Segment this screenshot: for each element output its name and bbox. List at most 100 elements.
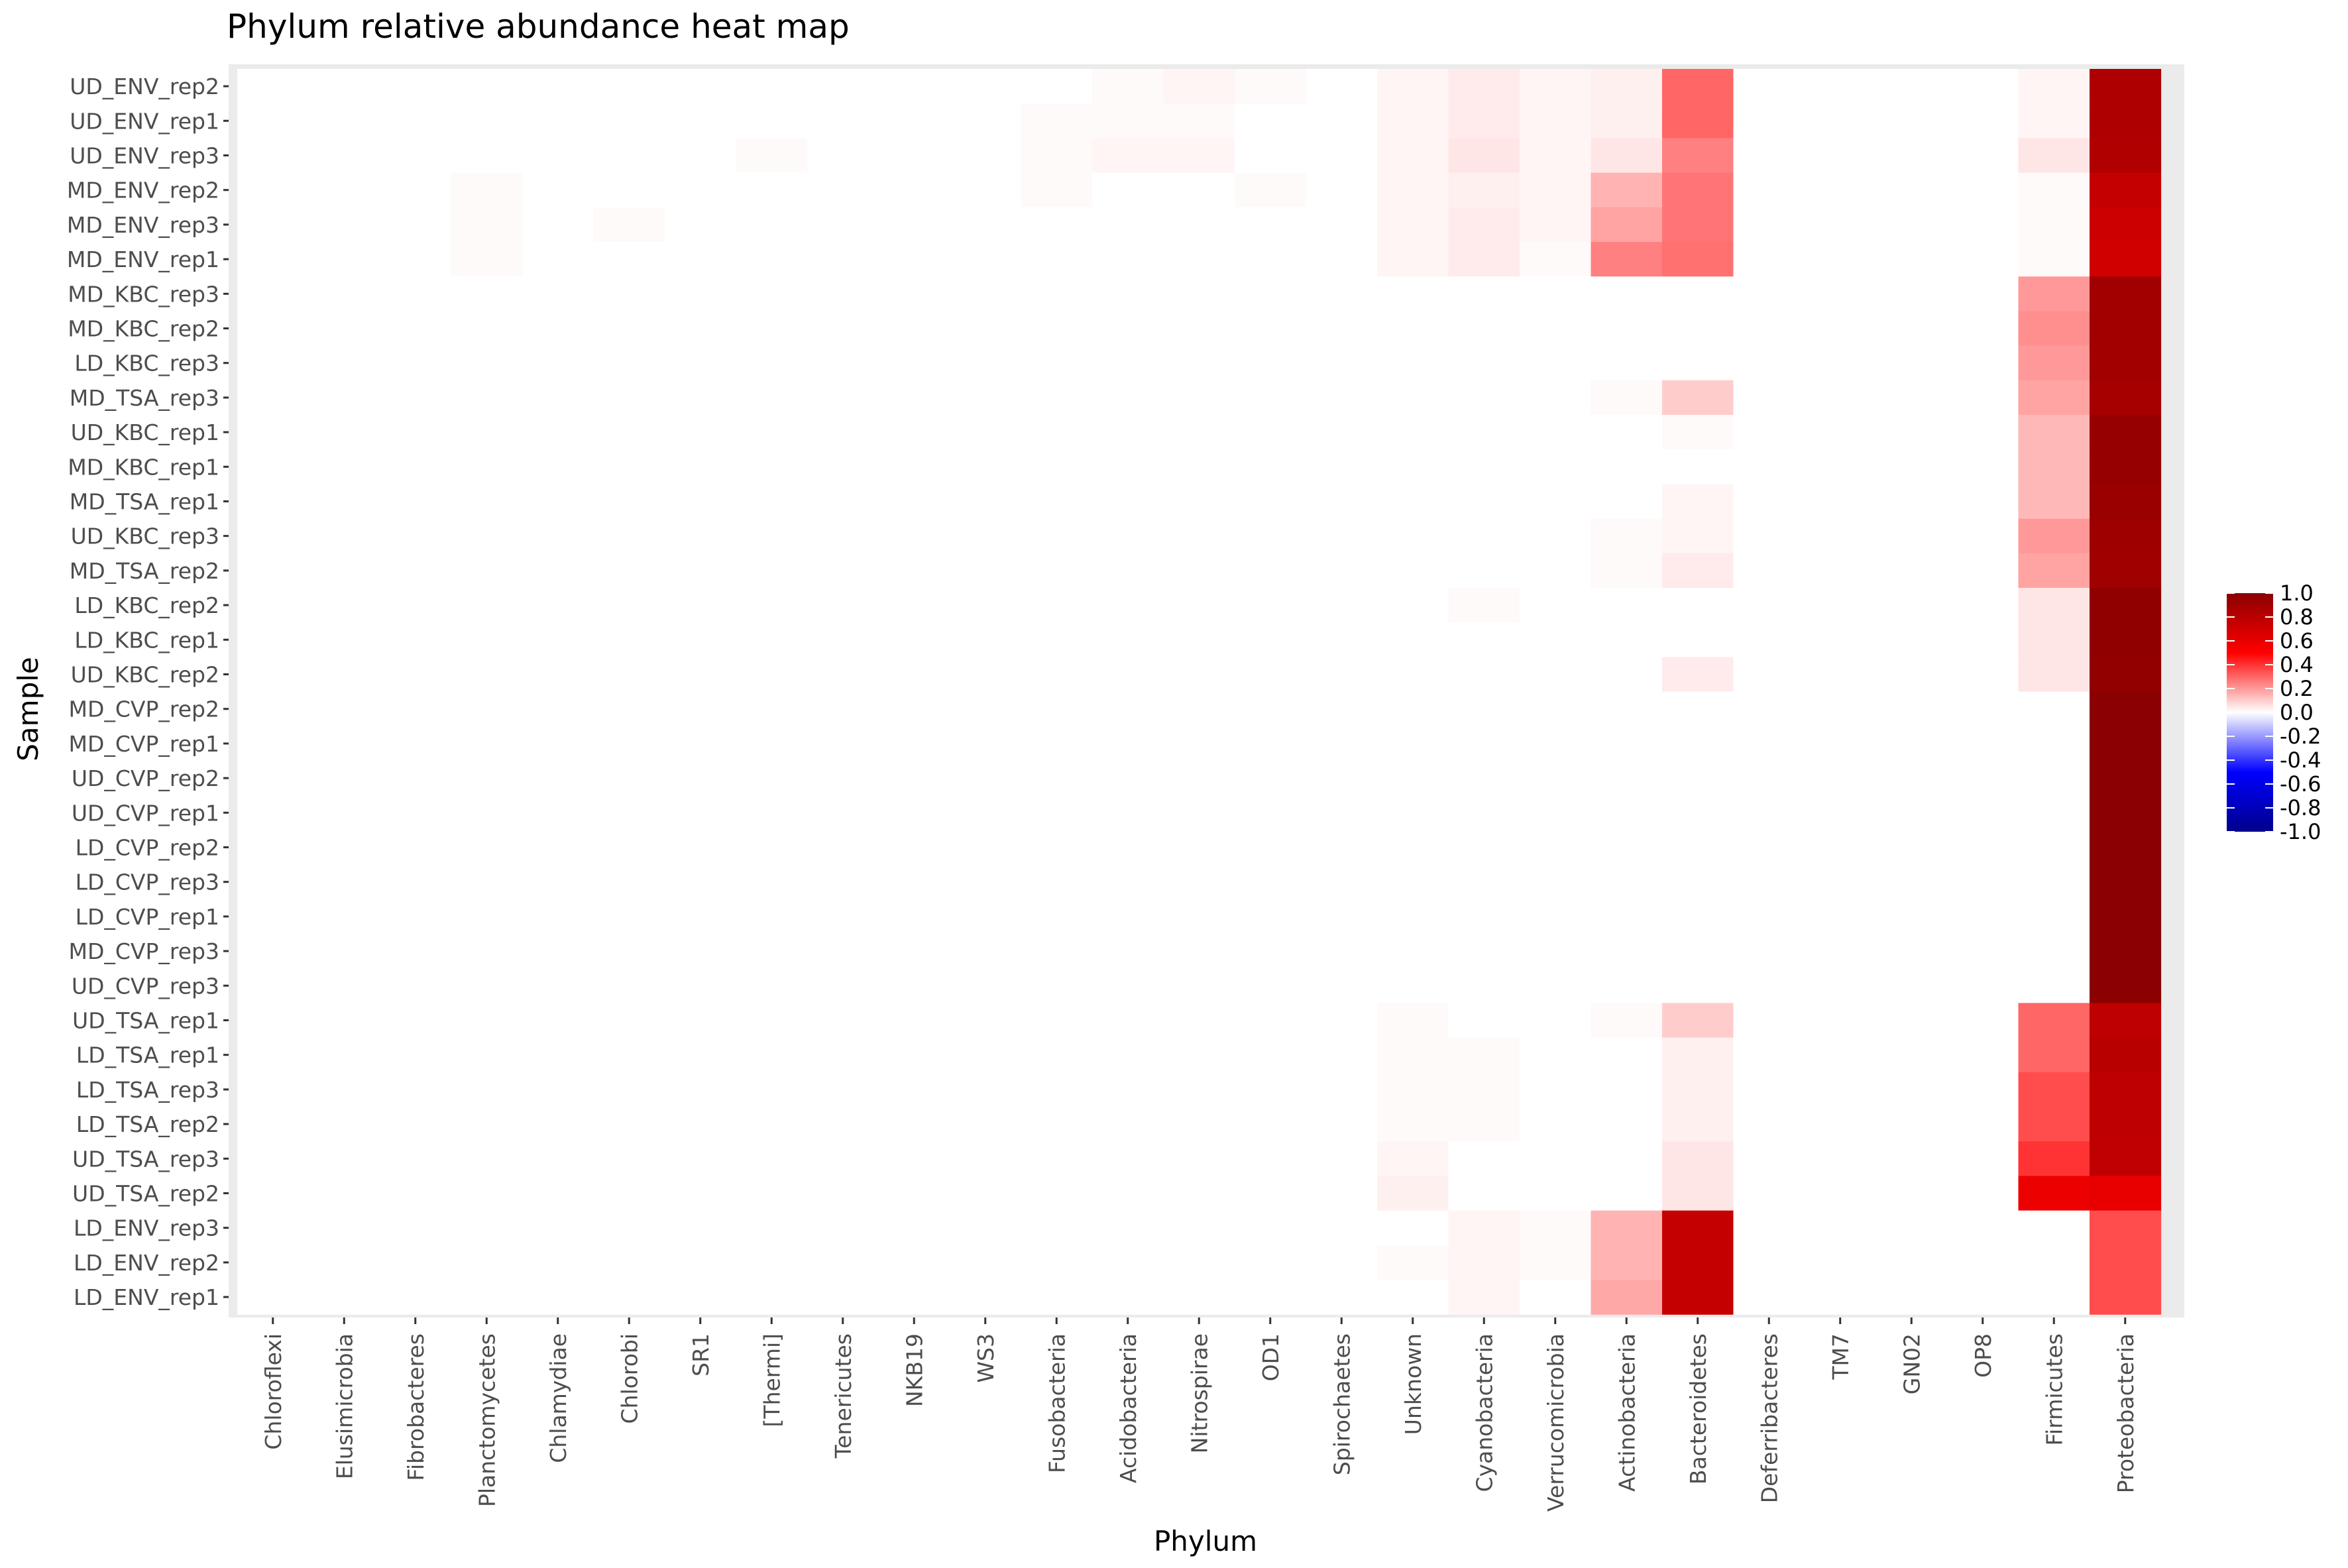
heatmap-cell xyxy=(1947,691,2019,727)
heatmap-cell xyxy=(451,1003,523,1038)
heatmap-cell xyxy=(1021,1141,1093,1176)
x-tick-label: Bacteroidetes xyxy=(1685,1333,1711,1484)
heatmap-cell xyxy=(1163,553,1235,588)
heatmap-cell xyxy=(1520,726,1592,761)
heatmap-cell xyxy=(736,242,808,277)
heatmap-cell xyxy=(380,795,452,830)
heatmap-cell xyxy=(1733,1003,1805,1038)
heatmap-cell xyxy=(1235,242,1307,277)
heatmap-cell xyxy=(807,726,879,761)
heatmap-cell xyxy=(308,1072,380,1107)
heatmap-cell xyxy=(1021,69,1093,104)
heatmap-cell xyxy=(308,138,380,174)
heatmap-cell xyxy=(593,1072,665,1107)
heatmap-cell xyxy=(1947,1003,2019,1038)
heatmap-cell xyxy=(1591,622,1663,657)
heatmap-cell xyxy=(237,103,309,139)
heatmap-cell xyxy=(2018,380,2090,416)
heatmap-cell xyxy=(1662,1107,1734,1142)
heatmap-cell xyxy=(522,1141,594,1176)
heatmap-cell xyxy=(1520,207,1592,243)
colorbar-tick-label: 1.0 xyxy=(2280,581,2314,606)
heatmap-cell xyxy=(878,968,950,1003)
heatmap-cell xyxy=(237,968,309,1003)
heatmap-cell xyxy=(1662,934,1734,969)
heatmap-cell xyxy=(950,588,1022,623)
heatmap-cell xyxy=(1021,899,1093,934)
heatmap-cell xyxy=(2090,622,2162,657)
heatmap-cell xyxy=(1520,415,1592,450)
heatmap-cell xyxy=(1520,934,1592,969)
heatmap-cell xyxy=(1591,830,1663,866)
heatmap-cell xyxy=(736,1210,808,1246)
colorbar-tick-label: 0.4 xyxy=(2280,652,2314,677)
heatmap-cell xyxy=(451,1072,523,1107)
heatmap-cell xyxy=(237,380,309,416)
heatmap-cell xyxy=(1805,484,1877,520)
heatmap-cell xyxy=(522,1003,594,1038)
heatmap-cell xyxy=(1163,1072,1235,1107)
y-tick-label: MD_CVP_rep2 xyxy=(69,697,220,722)
heatmap-cell xyxy=(2090,934,2162,969)
heatmap-cell xyxy=(1875,103,1948,139)
heatmap-cell xyxy=(380,415,452,450)
heatmap-cell xyxy=(1733,1141,1805,1176)
heatmap-cell xyxy=(665,761,737,796)
heatmap-cell xyxy=(1021,138,1093,174)
heatmap-cell xyxy=(950,553,1022,588)
heatmap-cell xyxy=(1520,1141,1592,1176)
heatmap-cell xyxy=(878,588,950,623)
heatmap-cell xyxy=(1591,899,1663,934)
heatmap-cell xyxy=(878,899,950,934)
heatmap-cell xyxy=(1733,588,1805,623)
heatmap-cell xyxy=(1947,830,2019,866)
heatmap-cell xyxy=(1235,449,1307,484)
heatmap-cell xyxy=(1377,311,1449,347)
heatmap-cell xyxy=(1377,138,1449,174)
heatmap-cell xyxy=(1306,657,1378,693)
heatmap-cell xyxy=(1805,691,1877,727)
y-tick-label: LD_ENV_rep1 xyxy=(74,1284,219,1310)
colorbar-tick-label: -0.4 xyxy=(2280,748,2321,773)
heatmap-cell xyxy=(1021,864,1093,900)
heatmap-cell xyxy=(1092,518,1164,554)
heatmap-cell xyxy=(665,311,737,347)
heatmap-cell xyxy=(2090,864,2162,900)
heatmap-cell xyxy=(1875,899,1948,934)
heatmap-cell xyxy=(380,484,452,520)
heatmap-cell xyxy=(522,588,594,623)
heatmap-cell xyxy=(593,968,665,1003)
heatmap-cell xyxy=(950,864,1022,900)
heatmap-cell xyxy=(593,103,665,139)
heatmap-cell xyxy=(1947,1107,2019,1142)
heatmap-cell xyxy=(522,518,594,554)
heatmap-cell xyxy=(807,795,879,830)
heatmap-cell xyxy=(1520,864,1592,900)
heatmap-cell xyxy=(1448,968,1520,1003)
heatmap-cell xyxy=(1235,1176,1307,1211)
heatmap-cell xyxy=(665,830,737,866)
heatmap-cell xyxy=(2018,1210,2090,1246)
x-tick-label: TM7 xyxy=(1828,1333,1854,1380)
heatmap-cell xyxy=(1805,518,1877,554)
heatmap-cell xyxy=(2090,1245,2162,1280)
heatmap-cell xyxy=(2090,103,2162,139)
heatmap-cell xyxy=(451,691,523,727)
colorbar-tick-label: 0.6 xyxy=(2280,628,2314,653)
heatmap-cell xyxy=(1092,484,1164,520)
heatmap-cell xyxy=(878,691,950,727)
heatmap-cell xyxy=(1163,103,1235,139)
heatmap-cell xyxy=(1591,1003,1663,1038)
heatmap-cell xyxy=(878,518,950,554)
heatmap-cell xyxy=(736,1245,808,1280)
x-tick-label: Chlamydiae xyxy=(545,1333,571,1463)
heatmap-cell xyxy=(1733,899,1805,934)
heatmap-cell xyxy=(807,1210,879,1246)
heatmap-cell xyxy=(1306,588,1378,623)
heatmap-cell xyxy=(1662,1037,1734,1073)
heatmap-cell xyxy=(522,761,594,796)
y-tick-label: UD_ENV_rep2 xyxy=(70,74,219,99)
heatmap-cell xyxy=(1235,484,1307,520)
heatmap-cell xyxy=(380,1003,452,1038)
heatmap-cell xyxy=(807,518,879,554)
